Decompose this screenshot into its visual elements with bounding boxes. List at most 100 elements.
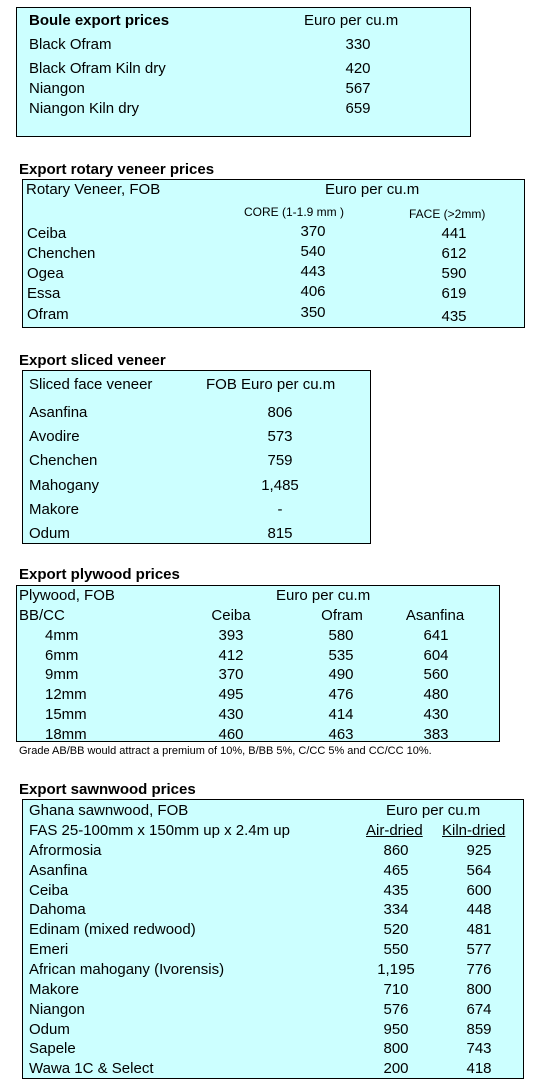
- rotary-row-name: Chenchen: [27, 245, 96, 262]
- sawn-row-kiln: 800: [466, 981, 492, 998]
- rotary-row-core: 350: [300, 304, 326, 321]
- sliced-row-price: 573: [267, 428, 293, 445]
- plywood-row-value: 460: [218, 726, 244, 743]
- plywood-row-value: 383: [423, 726, 449, 743]
- plywood-row-value: 604: [423, 647, 449, 664]
- rotary-row-face: 435: [441, 308, 467, 325]
- sawn-row-kiln: 418: [466, 1060, 492, 1077]
- sliced-row-name: Makore: [29, 501, 80, 518]
- sawn-row-air: 200: [383, 1060, 409, 1077]
- plywood-row-size: 18mm: [45, 726, 87, 743]
- sawn-row-name: Makore: [29, 981, 80, 998]
- boule-row-name: Black Ofram: [29, 36, 112, 53]
- sawn-row-name: Edinam (mixed redwood): [29, 921, 196, 938]
- sawn-row-air: 465: [383, 862, 409, 879]
- sliced-row-name: Odum: [29, 525, 70, 542]
- rotary-row-face: 590: [441, 265, 467, 282]
- sliced-title: Export sliced veneer: [19, 352, 166, 369]
- sliced-row-price: 1,485: [261, 477, 299, 494]
- rotary-unit: Euro per cu.m: [325, 181, 420, 198]
- sliced-row-price: 806: [267, 404, 293, 421]
- boule-unit: Euro per cu.m: [304, 12, 399, 29]
- boule-row-price: 330: [345, 36, 371, 53]
- sliced-unit: FOB Euro per cu.m: [206, 376, 336, 393]
- plywood-grade-note: Grade AB/BB would attract a premium of 1…: [19, 745, 432, 757]
- plywood-row-size: 9mm: [45, 666, 79, 683]
- sawn-table: [22, 799, 524, 1079]
- plywood-row-value: 580: [328, 627, 354, 644]
- plywood-col-header: Ofram: [321, 607, 363, 624]
- plywood-row-value: 560: [423, 666, 449, 683]
- plywood-row-value: 414: [328, 706, 354, 723]
- rotary-table: [22, 179, 525, 328]
- sliced-table: [22, 370, 371, 544]
- sawn-row-kiln: 674: [466, 1001, 492, 1018]
- boule-table: [16, 7, 471, 137]
- plywood-row-size: 15mm: [45, 706, 87, 723]
- sawn-unit: Euro per cu.m: [386, 802, 481, 819]
- sawn-row-air: 334: [383, 901, 409, 918]
- rotary-col-core: CORE (1-1.9 mm ): [244, 205, 345, 219]
- sawn-row-air: 1,195: [377, 961, 415, 978]
- plywood-row-value: 641: [423, 627, 449, 644]
- plywood-table: [16, 585, 500, 742]
- plywood-row-value: 430: [423, 706, 449, 723]
- boule-row-name: Black Ofram Kiln dry: [29, 60, 166, 77]
- boule-row-name: Niangon Kiln dry: [29, 100, 140, 117]
- plywood-unit: Euro per cu.m: [276, 587, 371, 604]
- sawn-row-name: Ceiba: [29, 882, 69, 899]
- plywood-row-value: 535: [328, 647, 354, 664]
- rotary-row-name: Ceiba: [27, 225, 67, 242]
- plywood-row-size: 12mm: [45, 686, 87, 703]
- sawn-head-label: Ghana sawnwood, FOB: [29, 802, 189, 819]
- boule-row-price: 420: [345, 60, 371, 77]
- plywood-row-value: 393: [218, 627, 244, 644]
- rotary-row-face: 441: [441, 225, 467, 242]
- sawn-row-kiln: 481: [466, 921, 492, 938]
- sawn-row-name: Wawa 1C & Select: [29, 1060, 154, 1077]
- rotary-col-face: FACE (>2mm): [409, 207, 486, 221]
- plywood-row-value: 412: [218, 647, 244, 664]
- rotary-row-core: 540: [300, 243, 326, 260]
- sawn-row-kiln: 448: [466, 901, 492, 918]
- sliced-row-price: 759: [267, 452, 293, 469]
- sawn-row-kiln: 859: [466, 1021, 492, 1038]
- sawn-row-air: 520: [383, 921, 409, 938]
- sawn-row-name: Emeri: [29, 941, 69, 958]
- plywood-row-value: 480: [423, 686, 449, 703]
- sawn-row-kiln: 776: [466, 961, 492, 978]
- plywood-row-value: 476: [328, 686, 354, 703]
- plywood-row-value: 370: [218, 666, 244, 683]
- sliced-row-price: -: [277, 501, 283, 518]
- sliced-head-label: Sliced face veneer: [29, 376, 153, 393]
- rotary-row-core: 370: [300, 223, 326, 240]
- sawn-row-air: 576: [383, 1001, 409, 1018]
- rotary-row-core: 406: [300, 283, 326, 300]
- boule-row-price: 659: [345, 100, 371, 117]
- sawn-row-air: 800: [383, 1040, 409, 1057]
- rotary-row-name: Essa: [27, 285, 61, 302]
- plywood-row-value: 495: [218, 686, 244, 703]
- sawn-row-kiln: 564: [466, 862, 492, 879]
- plywood-row-value: 430: [218, 706, 244, 723]
- sawn-row-air: 550: [383, 941, 409, 958]
- plywood-grade: BB/CC: [19, 607, 65, 624]
- sliced-row-name: Chenchen: [29, 452, 98, 469]
- plywood-head-label: Plywood, FOB: [19, 587, 115, 604]
- plywood-row-value: 463: [328, 726, 354, 743]
- sawn-row-air: 710: [383, 981, 409, 998]
- plywood-row-size: 4mm: [45, 627, 79, 644]
- sawn-title: Export sawnwood prices: [19, 781, 196, 798]
- sawn-spec: FAS 25-100mm x 150mm up x 2.4m up: [29, 822, 290, 839]
- sawn-row-name: Afrormosia: [29, 842, 102, 859]
- sawn-row-name: Asanfina: [29, 862, 88, 879]
- sawn-row-name: Niangon: [29, 1001, 85, 1018]
- sawn-row-name: Odum: [29, 1021, 70, 1038]
- sawn-row-air: 950: [383, 1021, 409, 1038]
- rotary-row-name: Ofram: [27, 306, 69, 323]
- sliced-row-price: 815: [267, 525, 293, 542]
- rotary-row-face: 612: [441, 245, 467, 262]
- sawn-row-air: 435: [383, 882, 409, 899]
- boule-title: Boule export prices: [29, 12, 170, 29]
- sawn-row-name: Dahoma: [29, 901, 86, 918]
